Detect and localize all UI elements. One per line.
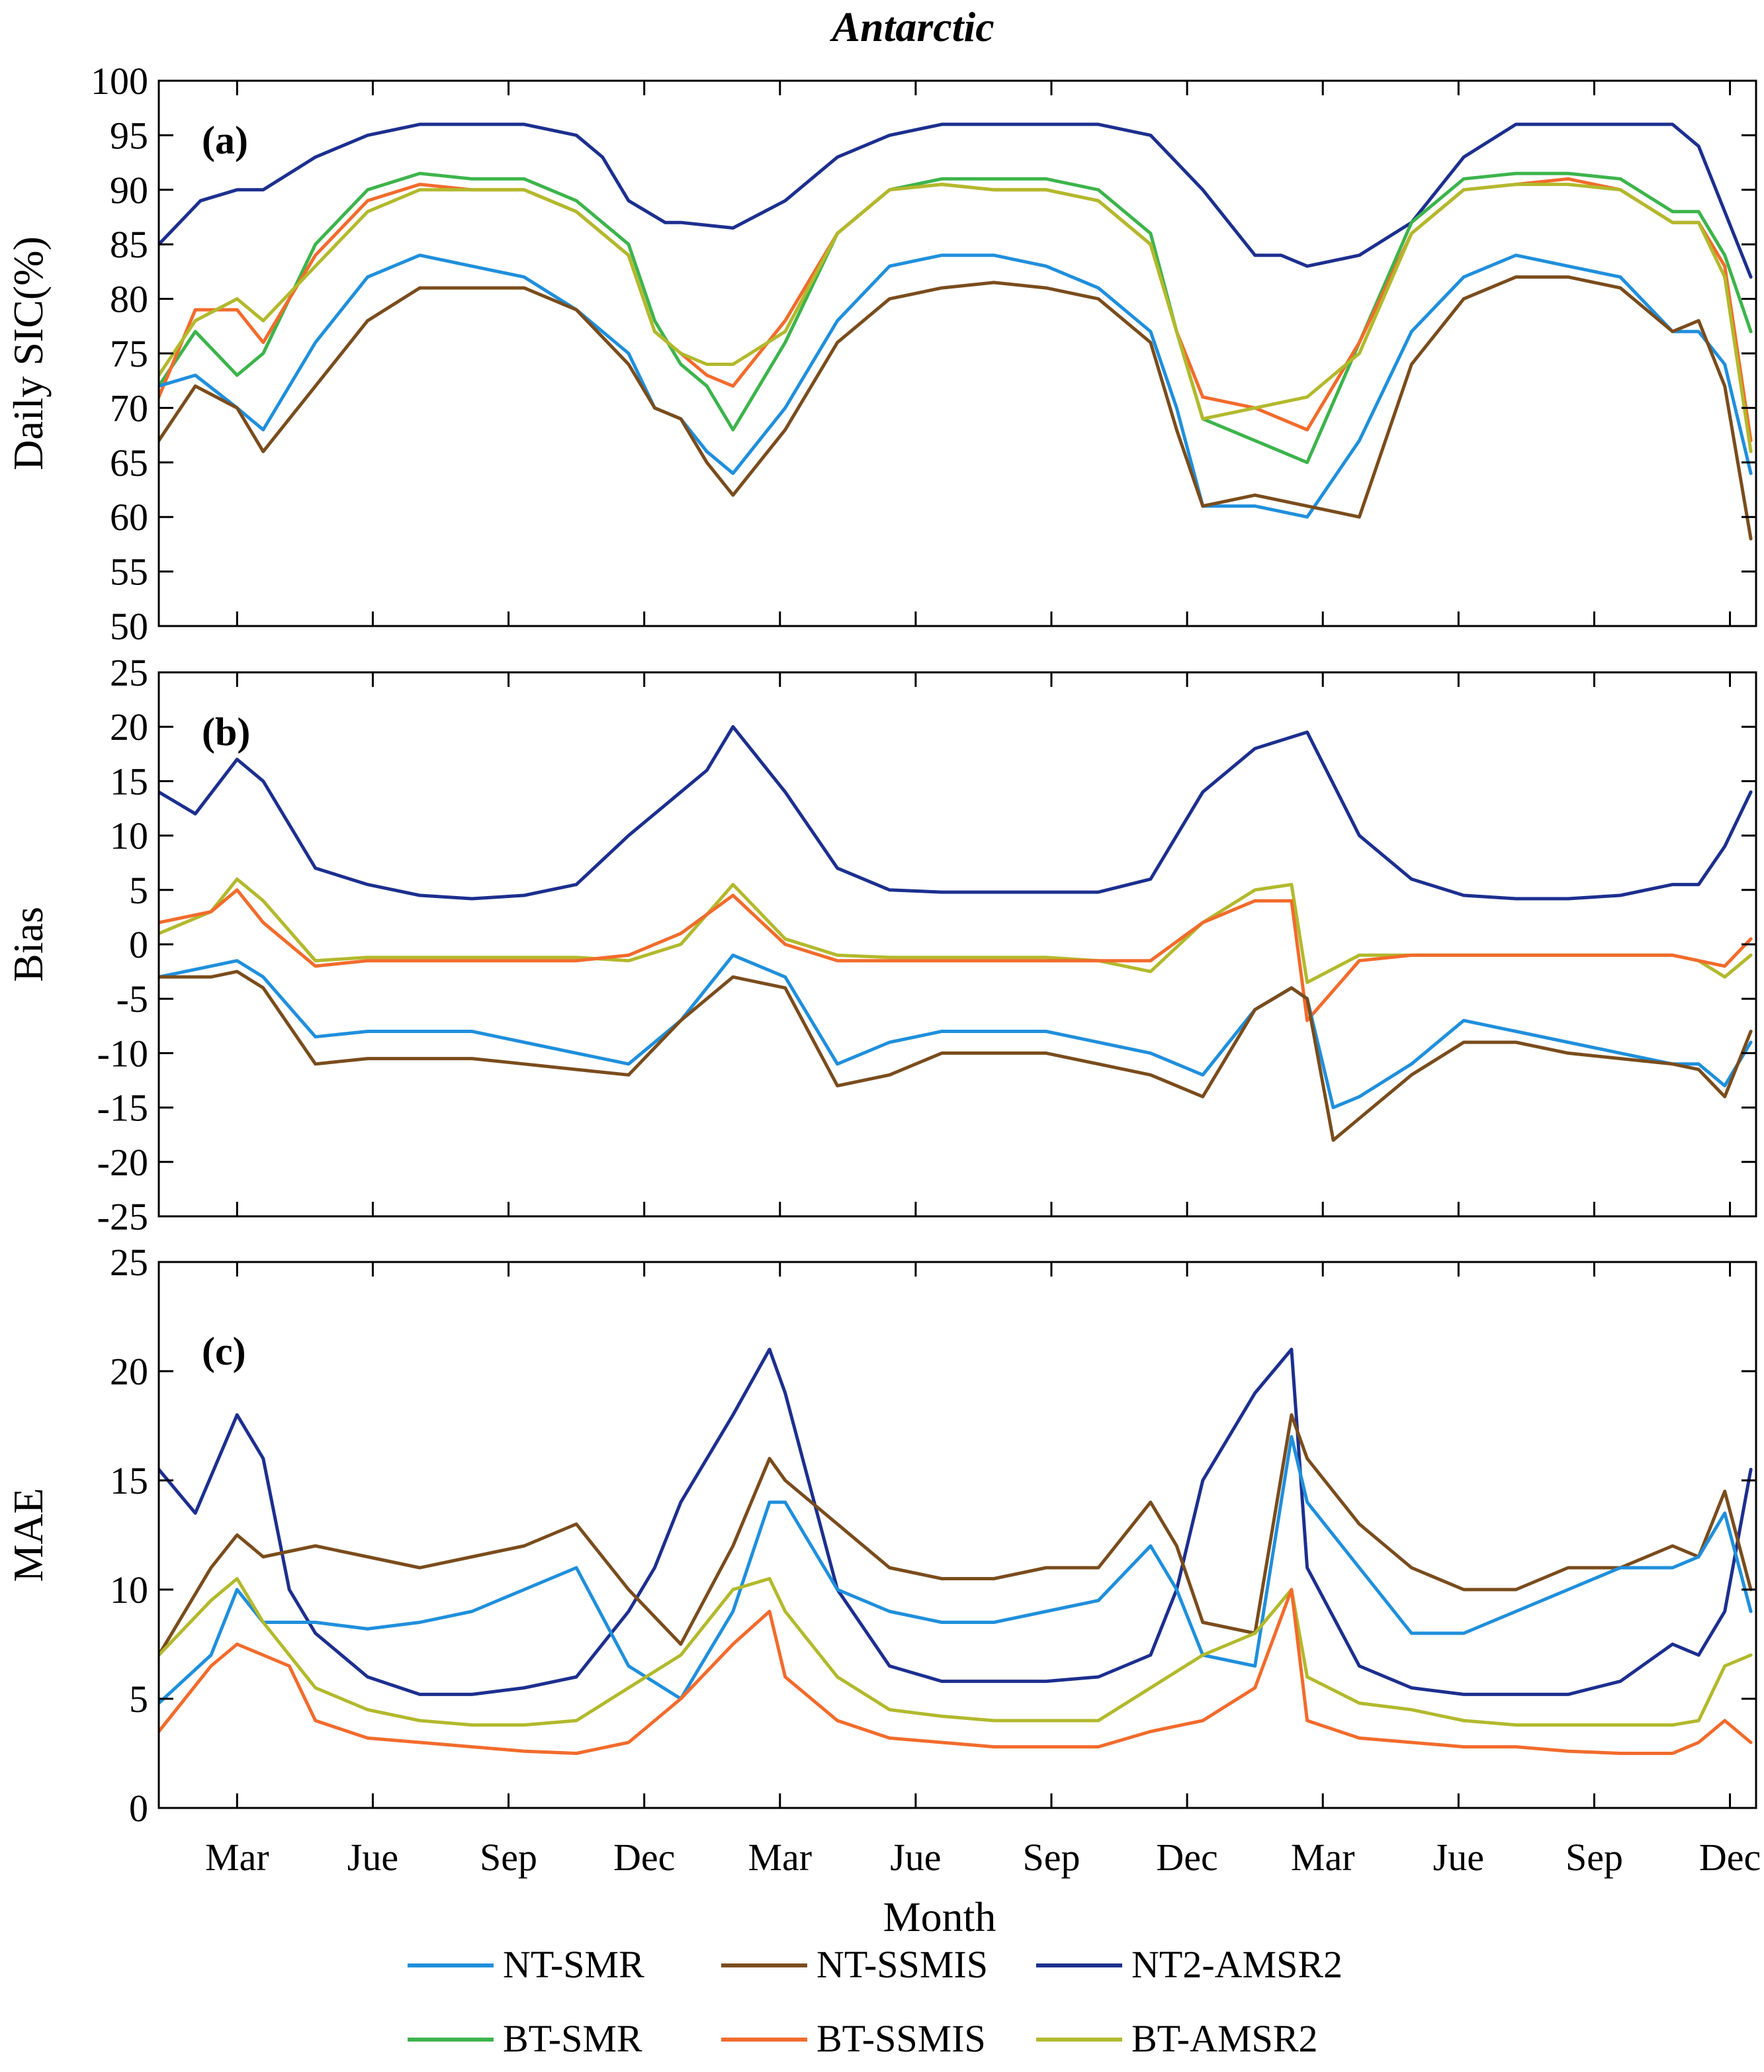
panel-label: (a) xyxy=(202,118,248,162)
y-tick-label: 95 xyxy=(110,114,148,157)
series-group xyxy=(159,725,1753,1142)
y-tick-label: 75 xyxy=(110,332,148,375)
y-tick-label: -15 xyxy=(97,1087,148,1130)
legend-label: BT-AMSR2 xyxy=(1131,2017,1318,2060)
series-bt-ssmis-line xyxy=(159,177,1753,443)
legend-item-bt-smr: BT-SMR xyxy=(408,2017,642,2060)
x-tick-label: Mar xyxy=(205,1836,269,1879)
x-tick-label: Dec xyxy=(1156,1836,1217,1879)
series-group xyxy=(159,1347,1753,1755)
x-tick-label: Jue xyxy=(347,1836,398,1879)
x-tick-label: Mar xyxy=(1291,1836,1355,1879)
y-tick-label: 20 xyxy=(110,1350,148,1393)
x-axis-title: Month xyxy=(883,1893,996,1940)
series-nt-smr-line xyxy=(159,1435,1753,1705)
legend-label: BT-SSMIS xyxy=(816,2017,986,2060)
y-tick-label: 15 xyxy=(110,1459,148,1502)
legend-item-bt-amsr2: BT-AMSR2 xyxy=(1036,2017,1318,2060)
y-tick-label: 0 xyxy=(129,923,148,966)
panel-label: (b) xyxy=(202,710,250,754)
x-tick-labels: Mar Jue Sep Dec Mar Jue Sep Dec Mar Jue Sep Dec xyxy=(205,1836,1761,1879)
series-bt-ssmis-line xyxy=(159,888,1753,1022)
x-tick-label: Dec xyxy=(1699,1836,1761,1879)
chart-title: Antarctic xyxy=(829,3,994,50)
legend-label: BT-SMR xyxy=(503,2017,642,2060)
y-axis-title: Daily SIC(%) xyxy=(5,236,52,471)
series-nt-smr-line xyxy=(159,953,1753,1110)
series-bt-amsr2-line xyxy=(159,183,1753,453)
series-nt-smr-line xyxy=(159,253,1753,519)
series-group xyxy=(159,122,1753,541)
series-nt2-amsr2-line xyxy=(159,1347,1753,1696)
y-tick-label: 10 xyxy=(110,815,148,858)
y-tick-label: 80 xyxy=(110,278,148,321)
y-tick-label: 25 xyxy=(110,1241,148,1284)
x-tick-label: Sep xyxy=(1566,1836,1623,1879)
y-axis-title: Bias xyxy=(5,907,52,982)
series-nt-ssmis-line xyxy=(159,969,1753,1142)
x-tick-label: Jue xyxy=(1433,1836,1484,1879)
x-tick-label: Jue xyxy=(890,1836,941,1879)
y-tick-label: -20 xyxy=(97,1141,148,1184)
series-bt-smr-line xyxy=(159,171,1753,465)
plot-frame xyxy=(157,79,1757,627)
series-nt-ssmis-line xyxy=(159,1413,1753,1657)
legend-label: NT-SMR xyxy=(503,1943,644,1986)
y-tick-label: 90 xyxy=(110,169,148,212)
x-tick-label: Dec xyxy=(613,1836,675,1879)
y-tick-label: 5 xyxy=(129,869,148,912)
y-tick-label: -25 xyxy=(97,1195,148,1238)
panel-2: -25 -20 -15 -10 -5 0 5 10 15 20 25 Bias (b) xyxy=(5,651,1757,1238)
legend-label: NT2-AMSR2 xyxy=(1131,1943,1343,1986)
legend-item-nt-smr: NT-SMR xyxy=(408,1943,644,1986)
panel-1: 50 55 60 65 70 75 80 85 90 95 100 Daily SIC(%) (a) xyxy=(5,60,1757,648)
y-tick-label: 85 xyxy=(110,223,148,266)
series-bt-ssmis-line xyxy=(159,1588,1753,1755)
panel-label: (c) xyxy=(202,1329,246,1373)
y-tick-label: 100 xyxy=(91,60,148,103)
y-tick-label: 50 xyxy=(110,605,148,648)
plot-frame xyxy=(157,671,1757,1218)
series-bt-amsr2-line xyxy=(159,1577,1753,1727)
y-tick-label: -10 xyxy=(97,1032,148,1075)
y-axis-title: MAE xyxy=(5,1488,52,1582)
y-tick-label: 60 xyxy=(110,496,148,539)
legend-item-nt2-amsr2: NT2-AMSR2 xyxy=(1036,1943,1343,1986)
y-tick-label: 55 xyxy=(110,551,148,594)
x-tick-label: Sep xyxy=(480,1836,537,1879)
legend-label: NT-SSMIS xyxy=(816,1943,988,1986)
panel-3: 0 5 10 15 20 25 MAE (c) xyxy=(5,1241,1757,1830)
series-nt-ssmis-line xyxy=(159,275,1753,541)
y-tick-label: 25 xyxy=(110,651,148,694)
y-tick-label: 65 xyxy=(110,441,148,484)
y-tick-label: 15 xyxy=(110,760,148,803)
y-tick-label: 10 xyxy=(110,1568,148,1611)
y-tick-label: -5 xyxy=(116,977,148,1020)
x-tick-label: Sep xyxy=(1023,1836,1080,1879)
x-tick-label: Mar xyxy=(748,1836,812,1879)
series-nt2-amsr2-line xyxy=(159,122,1753,279)
series-bt-amsr2-line xyxy=(159,877,1753,984)
plot-frame xyxy=(157,1261,1757,1809)
legend-item-bt-ssmis: BT-SSMIS xyxy=(721,2017,986,2060)
y-tick-label: 70 xyxy=(110,386,148,429)
legend-item-nt-ssmis: NT-SSMIS xyxy=(721,1943,988,1986)
y-tick-label: 20 xyxy=(110,705,148,748)
legend: NT-SMR NT-SSMIS NT2-AMSR2 BT-SMR BT-SSMIS BT-… xyxy=(408,1943,1343,2060)
series-nt2-amsr2-line xyxy=(159,725,1753,901)
y-tick-label: 0 xyxy=(129,1787,148,1830)
y-tick-label: 5 xyxy=(129,1678,148,1721)
